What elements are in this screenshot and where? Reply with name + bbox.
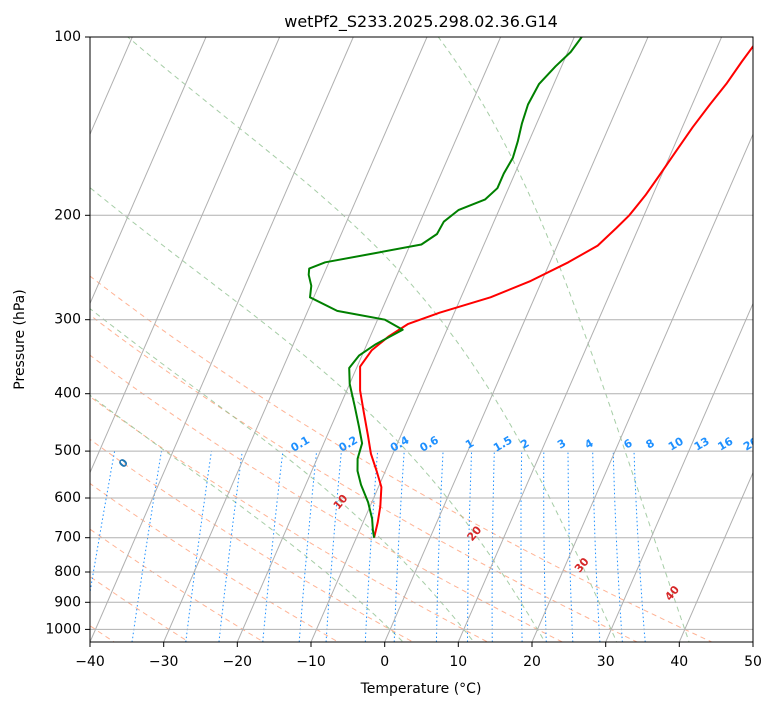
moist-adiabat bbox=[90, 394, 404, 642]
moist-adiabat-label: 40 bbox=[662, 583, 682, 603]
x-tick-label: 0 bbox=[380, 654, 389, 670]
mixing-ratio-label: 1 bbox=[463, 437, 476, 452]
mixing-ratio-line bbox=[131, 451, 162, 642]
isotherm-gridline bbox=[752, 640, 753, 642]
y-tick-label: 800 bbox=[54, 564, 81, 580]
mixing-ratio-line bbox=[592, 451, 601, 642]
mixing-ratio-lines bbox=[90, 451, 646, 642]
y-tick-label: 600 bbox=[54, 490, 81, 506]
moist-adiabat-label: 20 bbox=[465, 523, 485, 543]
dewpoint-line bbox=[307, 37, 583, 538]
y-tick-label: 500 bbox=[54, 443, 81, 459]
isotherm-gridline bbox=[90, 37, 354, 642]
moist-adiabat bbox=[90, 308, 475, 642]
isotherm-gridline bbox=[605, 302, 753, 642]
moist-adiabat bbox=[437, 37, 690, 642]
pressure-gridlines bbox=[90, 37, 753, 630]
y-axis-title: Pressure (hPa) bbox=[12, 289, 28, 389]
isotherm-gridline bbox=[0, 37, 59, 642]
chart-title: wetPf2_S233.2025.298.02.36.G14 bbox=[284, 12, 558, 32]
mixing-ratio-label: 25 bbox=[765, 435, 775, 454]
y-tick-label: 100 bbox=[54, 29, 81, 45]
mixing-ratio-line bbox=[467, 451, 473, 642]
dry-adiabat bbox=[90, 275, 713, 642]
x-axis-title: Temperature (°C) bbox=[360, 681, 482, 697]
dry-adiabat bbox=[90, 314, 639, 642]
mixing-ratio-line bbox=[262, 451, 284, 642]
mixing-ratio-line bbox=[325, 451, 342, 642]
x-tick-label: 20 bbox=[523, 654, 541, 670]
isotherm-gridline bbox=[236, 37, 502, 642]
isotherm-gridline bbox=[310, 37, 575, 642]
dry-adiabat bbox=[90, 438, 414, 642]
x-tick-label: −30 bbox=[149, 654, 179, 670]
mixing-ratio-line bbox=[90, 451, 116, 596]
plot-area: -100-90-80-70-60-50-40-30-20-10010203040… bbox=[0, 10, 775, 654]
mixing-ratio-label: 8 bbox=[644, 437, 657, 452]
x-tick-label: −10 bbox=[296, 654, 326, 670]
isotherm-gridline bbox=[384, 37, 649, 642]
isotherm-gridline bbox=[678, 471, 753, 642]
x-tick-label: −20 bbox=[223, 654, 253, 670]
x-tick-label: 50 bbox=[744, 654, 762, 670]
mixing-ratio-label: 2 bbox=[518, 437, 531, 452]
isotherm-gridline bbox=[531, 132, 753, 642]
temperature-line bbox=[359, 44, 753, 538]
x-tick-label: 40 bbox=[670, 654, 688, 670]
x-axis-ticks: −40 −30 −20 −10 0 10 20 30 40 50 bbox=[75, 642, 762, 670]
x-tick-label: −40 bbox=[75, 654, 105, 670]
dry-adiabat-label: -10 bbox=[20, 428, 43, 452]
y-tick-label: 1000 bbox=[45, 621, 81, 637]
y-tick-label: 200 bbox=[54, 207, 81, 223]
profile-series bbox=[307, 37, 753, 538]
x-tick-label: 10 bbox=[449, 654, 467, 670]
isotherm-gridline bbox=[90, 37, 207, 305]
mixing-ratio-line bbox=[218, 451, 243, 642]
dry-adiabats bbox=[0, 10, 713, 654]
moist-adiabat bbox=[90, 186, 546, 642]
y-axis-ticks: 100 200 300 400 500 600 700 800 900 1000 bbox=[45, 29, 90, 637]
mixing-ratio-label: 4 bbox=[582, 436, 595, 451]
isotherm-gridlines bbox=[0, 37, 753, 642]
y-tick-label: 400 bbox=[54, 386, 81, 402]
moist-adiabats bbox=[90, 37, 690, 642]
y-tick-label: 900 bbox=[54, 594, 81, 610]
dry-adiabat bbox=[90, 575, 190, 642]
moist-adiabat-label: 10 bbox=[331, 492, 351, 512]
plot-frame bbox=[89, 36, 754, 643]
mixing-ratio-line bbox=[543, 451, 547, 642]
dry-adiabat bbox=[0, 10, 57, 654]
isotherm-gridline bbox=[90, 37, 281, 474]
y-tick-label: 300 bbox=[54, 312, 81, 328]
isotherm-gridline bbox=[457, 37, 723, 642]
mixing-ratio-label: 20 bbox=[741, 434, 761, 453]
y-tick-label: 700 bbox=[54, 530, 81, 546]
mixing-ratio-label: 3 bbox=[555, 437, 568, 452]
mixing-ratio-line bbox=[364, 451, 379, 642]
dry-adiabat-label: 0 bbox=[116, 456, 131, 471]
mixing-ratio-line bbox=[491, 451, 495, 642]
dry-adiabat bbox=[90, 528, 265, 642]
dry-adiabat bbox=[90, 482, 340, 642]
dry-adiabat bbox=[90, 396, 489, 642]
mixing-ratio-line bbox=[520, 451, 523, 642]
mixing-ratio-line bbox=[435, 451, 444, 642]
mixing-ratio-label: 6 bbox=[621, 436, 634, 451]
isotherm-gridline bbox=[163, 37, 428, 642]
mixing-ratio-line bbox=[612, 451, 623, 642]
x-tick-label: 30 bbox=[597, 654, 615, 670]
dry-adiabat bbox=[90, 354, 564, 642]
